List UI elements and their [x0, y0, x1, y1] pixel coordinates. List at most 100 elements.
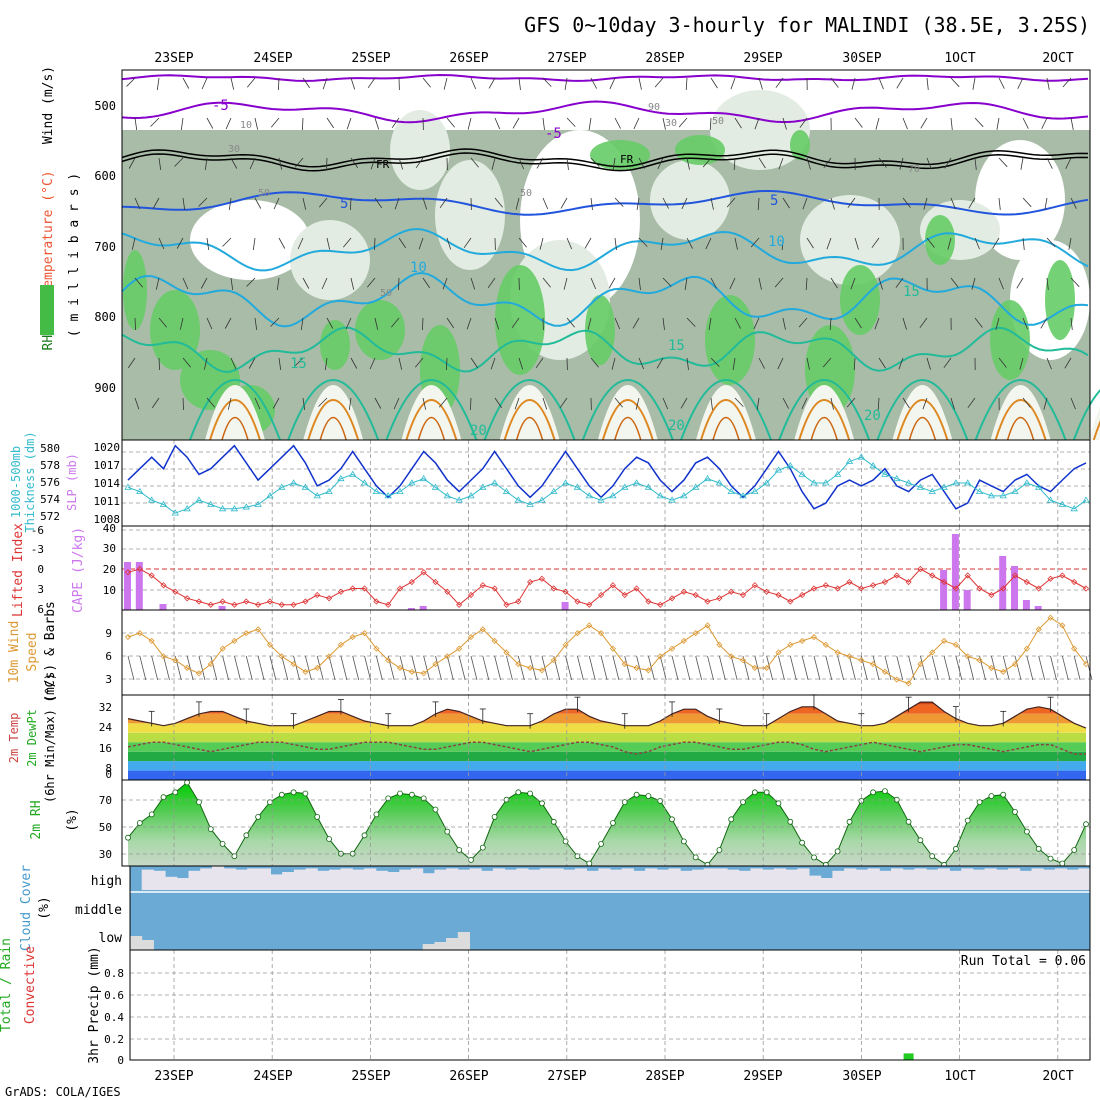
- rh-point: [811, 854, 817, 861]
- thickness-point: [715, 479, 724, 486]
- wind-barb: [681, 197, 688, 210]
- wind-barb: [179, 317, 184, 330]
- temp-contour-arc: [221, 417, 249, 441]
- wind-speed-point: [704, 622, 711, 629]
- wind-barb: [662, 317, 665, 330]
- thickness-point: [1070, 505, 1078, 512]
- wind-barb: [590, 197, 593, 210]
- wind-barb: [536, 157, 544, 169]
- wind-speed-point: [905, 680, 912, 687]
- wind-barb: [638, 157, 645, 169]
- temp-contour-arc: [896, 399, 949, 441]
- wind-barb: [230, 277, 234, 290]
- rh-point: [1071, 847, 1078, 853]
- wind-barb: [710, 397, 713, 410]
- thickness-point: [786, 462, 795, 469]
- wind-barb: [398, 237, 407, 249]
- lifted-index-point: [574, 598, 581, 605]
- high-cloud-gap: [996, 869, 1009, 890]
- temp-contour-line: [121, 271, 1089, 328]
- lifted-index-point: [538, 575, 546, 582]
- top-date-label: 1OCT: [944, 51, 975, 66]
- rh-point: [361, 832, 368, 839]
- rh-point: [397, 790, 403, 797]
- high-cloud-gap: [364, 868, 377, 890]
- high-cloud-gap: [972, 869, 986, 890]
- rh-area: [128, 782, 1086, 866]
- wind-barb: [758, 157, 766, 169]
- wind-barb: [1070, 197, 1077, 209]
- surface-wind-barb: [210, 655, 218, 681]
- surface-wind-barb: [387, 655, 395, 681]
- wind-barb: [974, 317, 983, 328]
- lifted-index-point: [1035, 585, 1042, 592]
- wind-barb: [201, 77, 208, 90]
- rh-point: [408, 791, 415, 798]
- top-date-label: 26SEP: [449, 51, 488, 66]
- rh-moist-patch: [320, 320, 350, 370]
- wind-barb: [369, 357, 376, 370]
- surface-wind-barb: [281, 655, 289, 681]
- surface-wind-barb: [730, 655, 738, 681]
- wind-barb: [611, 357, 616, 370]
- thickness-point: [904, 479, 913, 486]
- wind-barb: [518, 357, 524, 370]
- wind-speed-point: [278, 653, 285, 660]
- wind-barb: [757, 197, 760, 211]
- high-cloud-gap: [270, 874, 283, 890]
- surface-wind-barb: [423, 655, 431, 681]
- wind-barb: [254, 197, 262, 209]
- wind-barb: [590, 77, 597, 89]
- wind-speed-point: [810, 633, 818, 641]
- wind-barb: [660, 237, 664, 250]
- wind-barb: [902, 197, 911, 208]
- wind-barb: [350, 357, 358, 369]
- thickness-point: [822, 479, 830, 486]
- high-cloud-gap: [375, 870, 389, 890]
- wind-barb: [126, 77, 136, 87]
- wind-barb: [158, 357, 160, 371]
- pressure-tick: 600: [94, 169, 116, 183]
- rh-point: [539, 800, 545, 807]
- wind-barb: [806, 157, 811, 170]
- temp-contour-label: 5: [340, 196, 348, 212]
- rh-point: [953, 845, 959, 852]
- pressure-tick: 700: [94, 240, 116, 254]
- wind-speed-point: [538, 667, 546, 674]
- wind-barb: [370, 157, 376, 170]
- rh-point: [184, 779, 191, 786]
- wind-barb: [326, 317, 334, 329]
- lifted-index-point: [964, 572, 971, 579]
- wind-barb: [895, 277, 904, 288]
- rh-point: [870, 789, 876, 796]
- rh-point: [751, 789, 758, 796]
- lifted-index-point: [148, 572, 155, 579]
- temp-band: [128, 770, 1086, 780]
- bottom-date-label: 1OCT: [944, 1069, 975, 1084]
- high-cloud-gap: [258, 868, 271, 890]
- wind-barb: [705, 237, 712, 250]
- rh-point: [1059, 860, 1066, 867]
- wind-speed-point: [562, 641, 569, 648]
- wind-barb: [321, 277, 328, 290]
- lifted-index-point: [787, 598, 794, 605]
- wind-speed-point: [657, 653, 664, 660]
- bottom-date-label: 24SEP: [253, 1069, 292, 1084]
- bottom-date-label: 2OCT: [1042, 1069, 1073, 1084]
- wind-barb: [775, 77, 784, 88]
- thickness-point: [573, 483, 582, 490]
- rh-point: [373, 811, 380, 818]
- thickness-point: [621, 483, 629, 490]
- wind-barb: [992, 237, 1000, 249]
- wind-barb: [152, 197, 160, 209]
- wind-barb: [967, 397, 976, 408]
- wind-barb: [131, 237, 136, 250]
- high-cloud-gap: [633, 870, 646, 890]
- rh-point: [692, 854, 699, 861]
- temp-contour-label: 20: [668, 418, 685, 434]
- rh-point: [148, 811, 155, 818]
- rh-point: [515, 789, 522, 796]
- surface-wind-barb: [577, 655, 584, 681]
- surface-wind-barb: [695, 655, 703, 681]
- freezing-level-line: [121, 152, 1089, 172]
